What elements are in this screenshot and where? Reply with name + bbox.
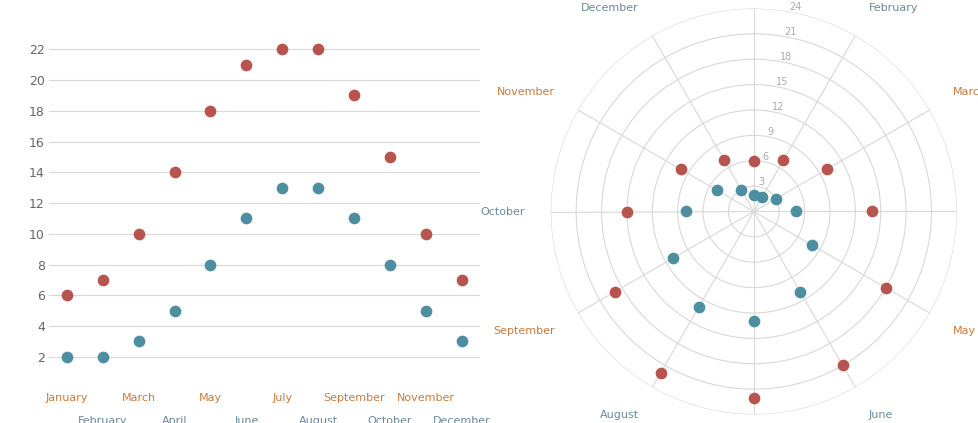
Point xyxy=(834,362,850,369)
Text: April: April xyxy=(161,416,187,423)
Text: October: October xyxy=(479,206,524,217)
Point xyxy=(864,208,879,215)
Point xyxy=(618,208,634,215)
Point xyxy=(787,208,803,215)
Text: May: May xyxy=(199,393,222,403)
Text: January: January xyxy=(46,393,88,403)
Point xyxy=(131,338,147,345)
Point xyxy=(95,277,111,283)
Text: September: September xyxy=(493,326,555,336)
Text: August: August xyxy=(600,410,639,420)
Point xyxy=(131,231,147,237)
Text: November: November xyxy=(396,393,455,403)
Point xyxy=(745,191,761,198)
Point xyxy=(381,154,397,160)
Point xyxy=(346,215,362,222)
Point xyxy=(346,92,362,99)
Text: March: March xyxy=(952,87,978,97)
Point xyxy=(665,255,681,261)
Text: October: October xyxy=(368,416,412,423)
Text: March: March xyxy=(121,393,156,403)
Point xyxy=(274,184,289,191)
Point xyxy=(745,318,761,325)
Point xyxy=(652,369,668,376)
Text: August: August xyxy=(298,416,337,423)
Text: December: December xyxy=(581,3,639,13)
Point xyxy=(819,166,834,173)
Point xyxy=(381,261,397,268)
Point xyxy=(454,277,469,283)
Point xyxy=(716,157,732,164)
Point xyxy=(709,187,725,194)
Point xyxy=(418,308,433,314)
Point xyxy=(804,242,820,249)
Point xyxy=(310,184,326,191)
Text: November: November xyxy=(497,87,555,97)
Point xyxy=(672,166,688,173)
Point xyxy=(166,308,182,314)
Text: September: September xyxy=(323,393,384,403)
Point xyxy=(745,394,761,401)
Point xyxy=(733,186,748,193)
Text: May: May xyxy=(952,326,975,336)
Point xyxy=(95,354,111,360)
Point xyxy=(454,338,469,345)
Point xyxy=(754,193,770,200)
Text: December: December xyxy=(432,416,490,423)
Text: July: July xyxy=(272,393,292,403)
Point xyxy=(166,169,182,176)
Point xyxy=(310,46,326,52)
Text: February: February xyxy=(78,416,127,423)
Point xyxy=(59,354,74,360)
Point xyxy=(767,195,782,202)
Text: June: June xyxy=(234,416,258,423)
Point xyxy=(239,61,254,68)
Text: February: February xyxy=(867,3,917,13)
Point xyxy=(274,46,289,52)
Point xyxy=(690,303,706,310)
Point xyxy=(202,261,218,268)
Point xyxy=(792,289,808,296)
Point xyxy=(606,288,622,295)
Point xyxy=(877,284,893,291)
Point xyxy=(775,157,790,164)
Point xyxy=(239,215,254,222)
Point xyxy=(745,157,761,164)
Point xyxy=(202,107,218,114)
Point xyxy=(59,292,74,299)
Text: June: June xyxy=(867,410,892,420)
Point xyxy=(678,208,693,215)
Point xyxy=(418,231,433,237)
